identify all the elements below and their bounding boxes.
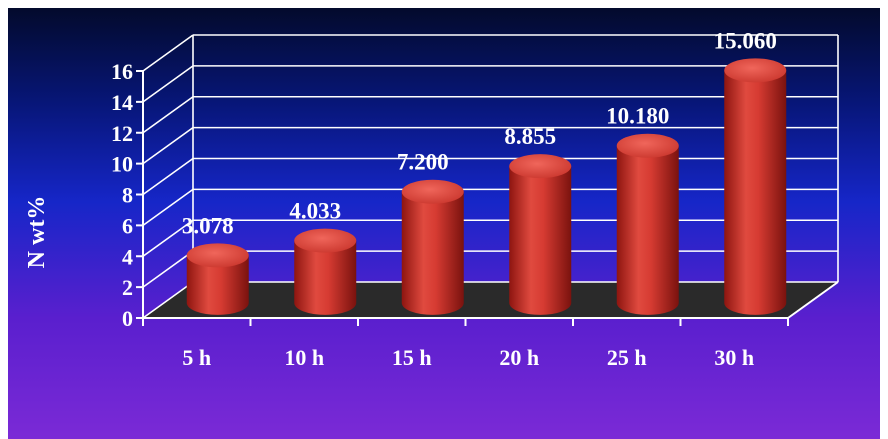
gridline-side <box>142 250 194 288</box>
bar-body <box>186 255 249 315</box>
y-tick-label: 14 <box>111 90 133 115</box>
x-category-label: 25 h <box>607 345 647 370</box>
bar-top <box>186 243 249 268</box>
bar-top <box>401 179 464 204</box>
x-category-label: 15 h <box>392 345 432 370</box>
bar-body <box>509 166 572 315</box>
y-tick-label: 10 <box>111 152 133 177</box>
x-category-label: 5 h <box>182 345 211 370</box>
bar-top <box>294 228 357 253</box>
gridline-side <box>142 219 194 257</box>
data-label: 7.200 <box>397 150 449 175</box>
data-label: 3.078 <box>182 213 234 238</box>
bar-top <box>616 133 679 158</box>
gridline-side <box>142 157 194 196</box>
data-label: 10.180 <box>606 104 669 129</box>
gridline-side <box>142 34 194 72</box>
data-label: 4.033 <box>289 199 341 224</box>
y-tick-label: 12 <box>111 121 133 146</box>
bar-chart: 0 2 4 6 8 10 12 14 16 5 h 10 h 15 h 20 h 25 h 30 h 3.0… <box>24 28 839 370</box>
y-axis-title: N wt% <box>24 196 50 269</box>
bar-cylinder <box>294 228 357 315</box>
bar-top <box>724 58 787 83</box>
floor-right-edge <box>787 281 839 319</box>
gridline-side <box>142 65 194 103</box>
y-tick-label: 0 <box>122 306 133 331</box>
x-category-label: 20 h <box>499 345 539 370</box>
gridline-side <box>142 96 194 134</box>
bar-body <box>401 191 464 315</box>
gridline-side <box>142 126 194 165</box>
bar-body <box>616 145 679 315</box>
x-category-label: 10 h <box>284 345 324 370</box>
gridline-side <box>142 188 194 227</box>
data-label: 15.060 <box>714 28 777 53</box>
y-tick-label: 16 <box>111 59 133 84</box>
bar-cylinder <box>724 58 787 315</box>
bar-cylinder <box>401 179 464 315</box>
gridline-side <box>142 281 194 319</box>
x-category-label: 30 h <box>714 345 754 370</box>
y-tick-label: 4 <box>122 244 133 269</box>
chart-area: 0 2 4 6 8 10 12 14 16 5 h 10 h 15 h 20 h 25 h 30 h 3.0… <box>8 8 880 439</box>
data-label: 8.855 <box>504 124 556 149</box>
bar-body <box>294 240 357 315</box>
bar-top <box>509 154 572 179</box>
y-tick-label: 6 <box>122 213 133 238</box>
y-tick-label: 8 <box>122 183 133 208</box>
bar-body <box>724 70 787 315</box>
bar-cylinder <box>616 133 679 315</box>
y-tick-label: 2 <box>122 275 133 300</box>
bar-cylinder <box>509 154 572 315</box>
bar-cylinder <box>186 243 249 315</box>
